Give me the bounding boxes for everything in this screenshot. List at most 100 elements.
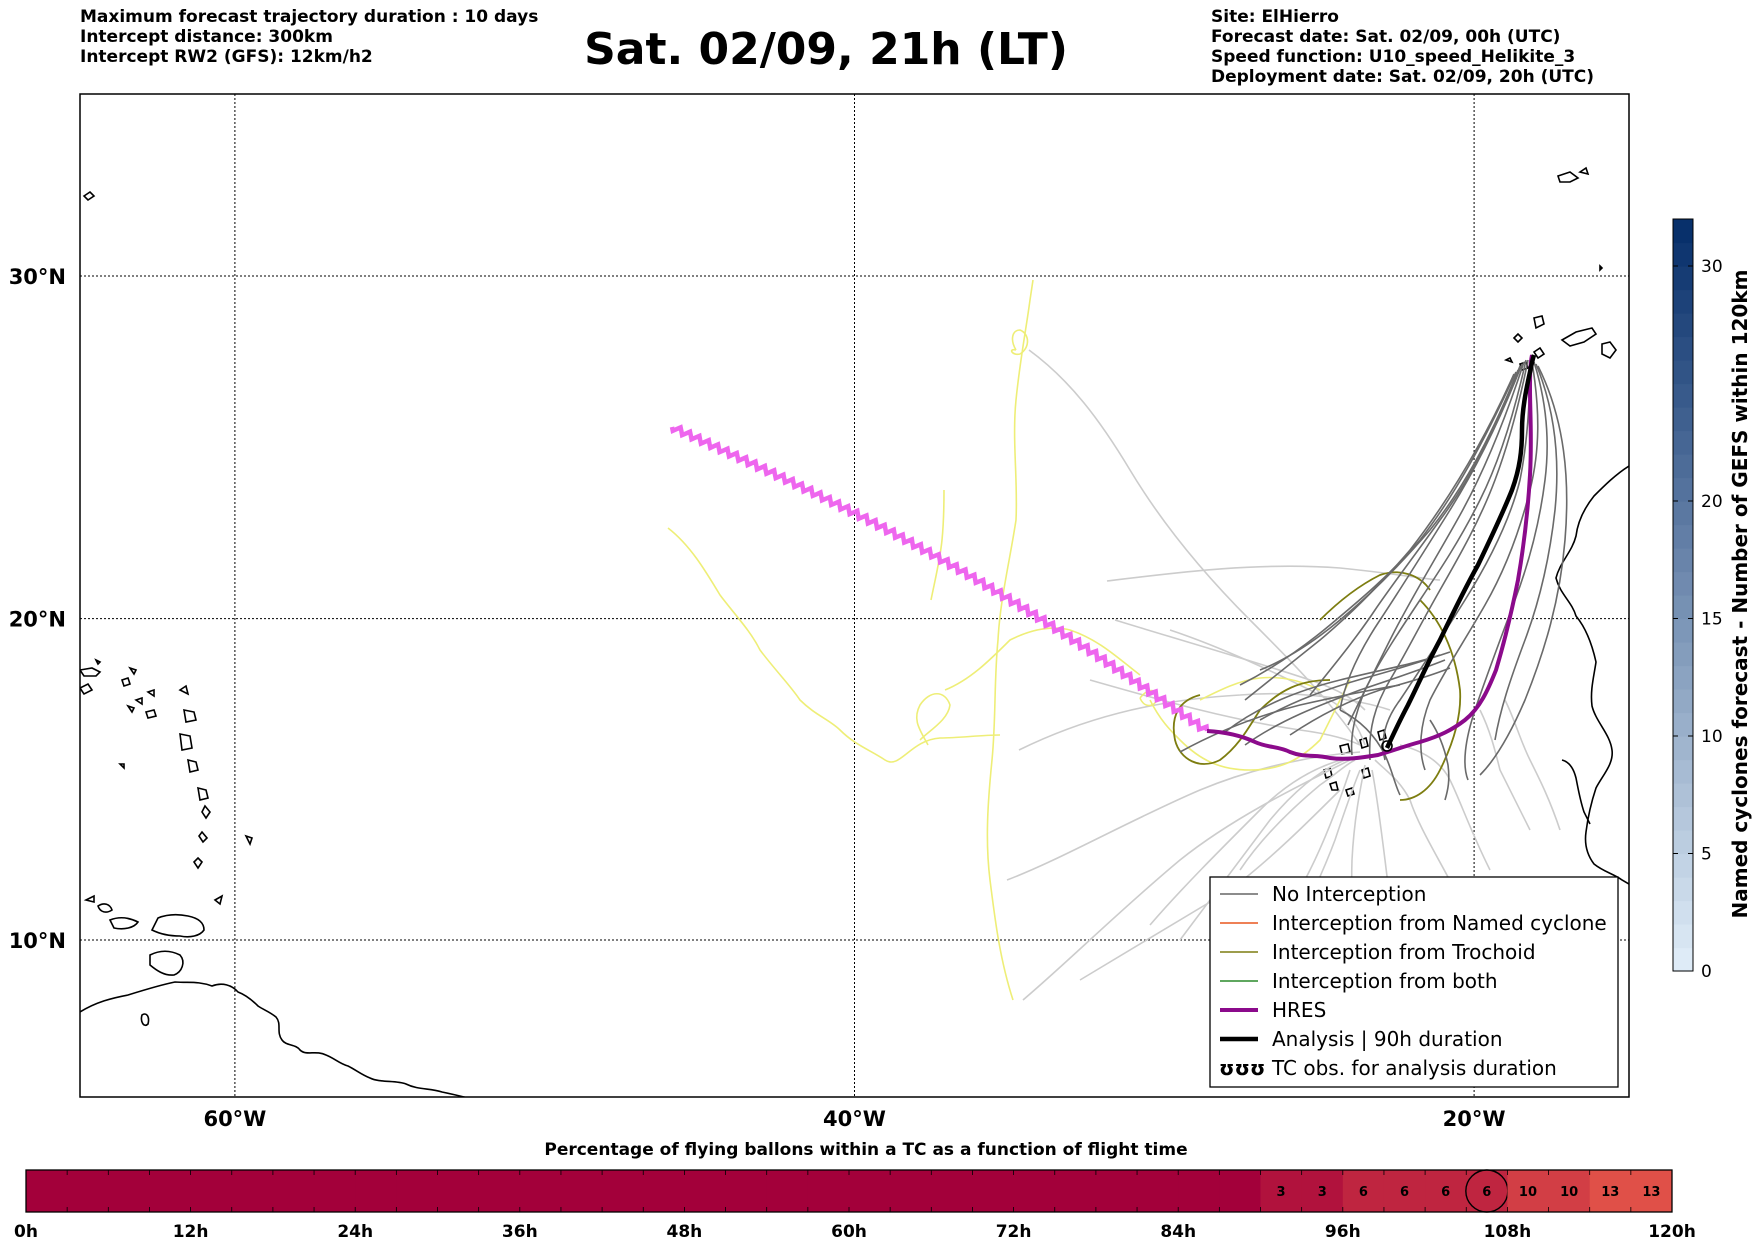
bar-cell: [149, 1170, 192, 1212]
flight-time-bar-title: Percentage of flying ballons within a TC…: [544, 1140, 1187, 1160]
bar-cell: [355, 1170, 397, 1212]
colorbar-cell: [1673, 242, 1693, 267]
map-gridlines: [80, 94, 1629, 1097]
bar-cell: [931, 1170, 973, 1212]
legend-entry: Interception from both: [1220, 969, 1498, 993]
bar-tick-label: 0h: [14, 1222, 38, 1241]
header-right-info: Site: ElHierro Forecast date: Sat. 02/09…: [1211, 7, 1594, 87]
bar-cell: [26, 1170, 68, 1212]
colorbar: 0 5 10 15 20 30 Named cyclones forecast - Num…: [1672, 218, 1752, 982]
bar-cell: [890, 1170, 932, 1212]
colorbar-cell: [1673, 477, 1693, 502]
colorbar-cell: [1673, 642, 1693, 667]
bar-value-label: 6: [1482, 1185, 1491, 1200]
header-line-deployment-date: Deployment date: Sat. 02/09, 20h (UTC): [1211, 67, 1595, 87]
colorbar-tick-label: 15: [1701, 610, 1723, 630]
colorbar-cell: [1673, 689, 1693, 714]
colorbar-cell: [1673, 947, 1693, 972]
bar-cell: [1013, 1170, 1056, 1212]
bar-cell: [67, 1170, 109, 1212]
bar-cell: [972, 1170, 1015, 1212]
colorbar-cell: [1673, 501, 1693, 526]
header-left-info: Maximum forecast trajectory duration : 1…: [80, 7, 538, 67]
bar-cell: [1548, 1170, 1591, 1212]
colorbar-cell: [1673, 289, 1693, 314]
colorbar-tick-label: 5: [1701, 845, 1712, 865]
page-title: Sat. 02/09, 21h (LT): [584, 24, 1068, 75]
colorbar-cell: [1673, 806, 1693, 831]
colorbar-cell: [1673, 900, 1693, 925]
bar-cell: [602, 1170, 644, 1212]
colorbar-cell: [1673, 712, 1693, 737]
colorbar-cell: [1673, 407, 1693, 432]
colorbar-tick-label: 10: [1701, 727, 1723, 747]
colorbar-cell: [1673, 219, 1693, 244]
bar-tick-label: 12h: [173, 1222, 209, 1241]
legend: No Interception Interception from Named c…: [1209, 876, 1619, 1088]
colorbar-cell: [1673, 853, 1693, 878]
legend-label: Interception from Named cyclone: [1272, 911, 1607, 935]
legend-label: HRES: [1272, 998, 1326, 1022]
bar-cell: [1425, 1170, 1467, 1212]
bar-value-label: 6: [1441, 1185, 1450, 1200]
bar-value-label: 6: [1400, 1185, 1409, 1200]
longitude-labels: 60°W 40°W 20°W: [203, 1107, 1505, 1131]
bar-cell: [643, 1170, 685, 1212]
bar-value-label: 13: [1601, 1185, 1619, 1200]
bar-cell: [272, 1170, 315, 1212]
colorbar-cell: [1673, 618, 1693, 643]
colorbar-cell: [1673, 313, 1693, 338]
bar-value-label: 6: [1359, 1185, 1368, 1200]
tc-obs-legend-icon: ʊʊʊ: [1219, 1056, 1265, 1080]
lon-tick-label: 20°W: [1443, 1107, 1506, 1131]
colorbar-cell: [1673, 571, 1693, 596]
bar-cell: [437, 1170, 480, 1212]
bar-cell: [190, 1170, 233, 1212]
colorbar-cell: [1673, 360, 1693, 385]
colorbar-cell: [1673, 383, 1693, 408]
no-interception-tracks: [1179, 359, 1568, 801]
colorbar-cell: [1673, 924, 1693, 949]
header-line-forecast-date: Forecast date: Sat. 02/09, 00h (UTC): [1211, 27, 1561, 47]
header-line-max-duration: Maximum forecast trajectory duration : 1…: [80, 7, 539, 27]
bar-cell: [1301, 1170, 1344, 1212]
map-area[interactable]: [80, 94, 1629, 1098]
bar-tick-label: 72h: [996, 1222, 1032, 1241]
lat-tick-label: 30°N: [9, 265, 66, 289]
bar-value-label: 10: [1560, 1185, 1578, 1200]
legend-label: No Interception: [1272, 882, 1426, 906]
colorbar-cell: [1673, 548, 1693, 573]
legend-label: Analysis | 90h duration: [1272, 1027, 1503, 1051]
legend-label: Interception from Trochoid: [1272, 940, 1536, 964]
colorbar-cell: [1673, 759, 1693, 784]
bar-tick-label: 96h: [1325, 1222, 1361, 1241]
bar-cell: [1054, 1170, 1097, 1212]
bar-cell: [849, 1170, 891, 1212]
header-line-speed-function: Speed function: U10_speed_Helikite_3: [1211, 47, 1576, 67]
bar-tick-label: 36h: [502, 1222, 538, 1241]
header-line-site: Site: ElHierro: [1211, 7, 1339, 27]
bar-cell: [1507, 1170, 1550, 1212]
bar-cell: [231, 1170, 274, 1212]
bar-value-label: 3: [1277, 1185, 1286, 1200]
hres-future-track: [669, 424, 1210, 733]
bar-tick-label: 48h: [667, 1222, 703, 1241]
lat-tick-label: 10°N: [9, 929, 66, 953]
colorbar-cell: [1673, 524, 1693, 549]
bar-cell: [108, 1170, 150, 1212]
colorbar-tick-label: 20: [1701, 492, 1723, 512]
bar-value-label: 13: [1642, 1185, 1660, 1200]
bar-cell: [1178, 1170, 1220, 1212]
lat-tick-label: 20°N: [9, 608, 66, 632]
map-border: [79, 93, 1630, 1098]
tc-obs-marker: [1381, 740, 1393, 752]
bar-cell: [725, 1170, 768, 1212]
bar-cell: [560, 1170, 603, 1212]
bar-cell: [478, 1170, 521, 1212]
bar-value-label: 10: [1519, 1185, 1537, 1200]
bar-tick-label: 120h: [1648, 1222, 1696, 1241]
colorbar-cell: [1673, 336, 1693, 361]
colorbar-cell: [1673, 454, 1693, 479]
header-line-intercept-distance: Intercept distance: 300km: [80, 27, 333, 47]
